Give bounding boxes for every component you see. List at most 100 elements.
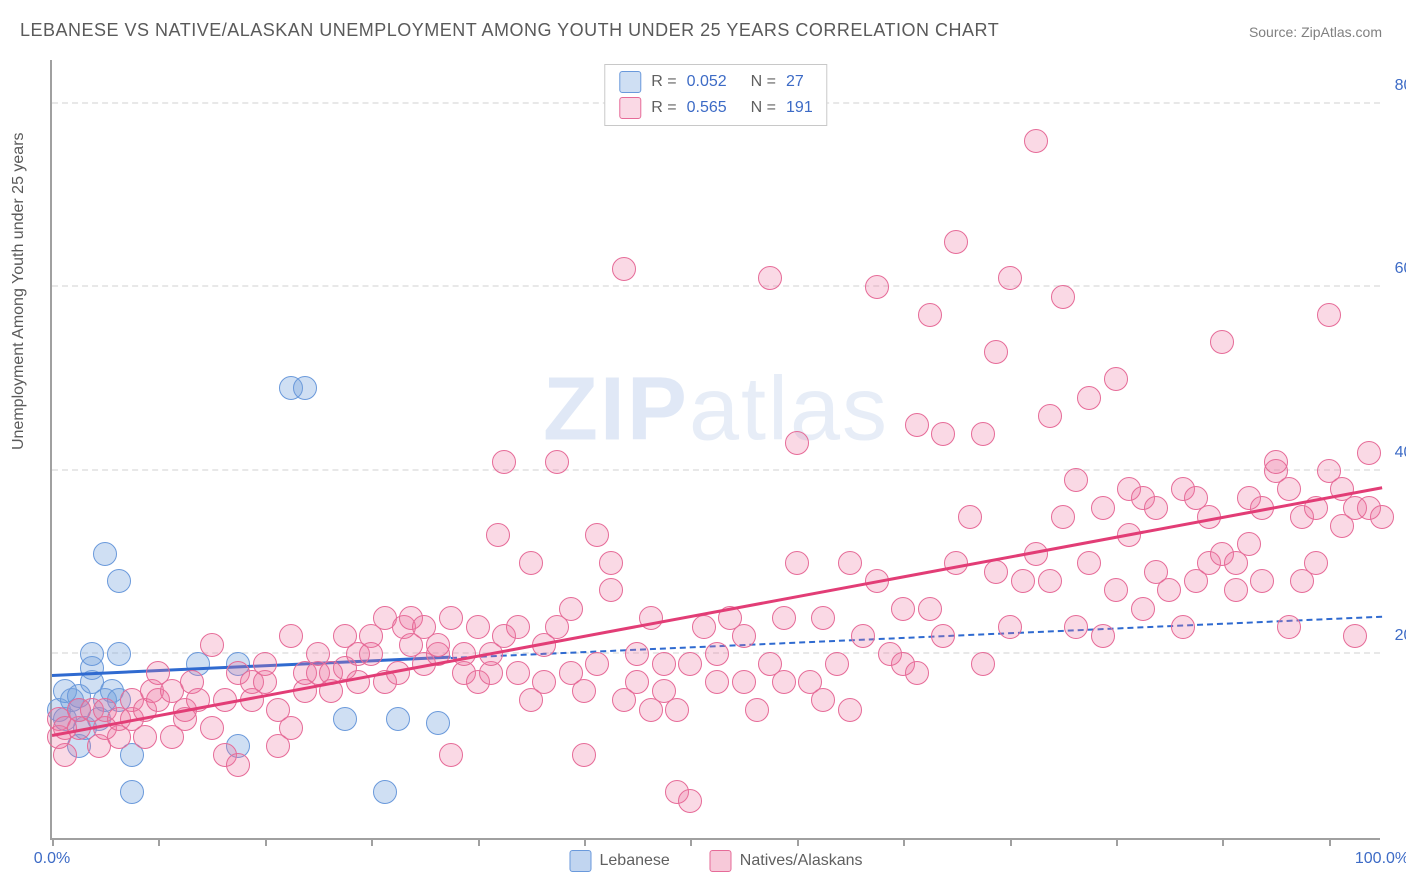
data-point [426, 711, 450, 735]
x-tick-label: 0.0% [34, 850, 70, 868]
r-label: R = [651, 99, 676, 117]
data-point [692, 615, 716, 639]
data-point [599, 551, 623, 575]
data-point [944, 230, 968, 254]
data-point [585, 523, 609, 547]
x-tick [797, 838, 799, 846]
data-point [678, 652, 702, 676]
data-point [1051, 285, 1075, 309]
chart-title: LEBANESE VS NATIVE/ALASKAN UNEMPLOYMENT … [20, 20, 999, 41]
data-point [625, 642, 649, 666]
data-point [1250, 569, 1274, 593]
data-point [732, 624, 756, 648]
legend-label: Natives/Alaskans [740, 852, 863, 870]
data-point [1091, 624, 1115, 648]
data-point [53, 743, 77, 767]
data-point [838, 551, 862, 575]
n-label: N = [751, 73, 776, 91]
data-point [279, 716, 303, 740]
data-point [772, 606, 796, 630]
data-point [1237, 532, 1261, 556]
data-point [93, 542, 117, 566]
data-point [825, 652, 849, 676]
x-tick [478, 838, 480, 846]
data-point [851, 624, 875, 648]
source-label: Source: ZipAtlas.com [1249, 24, 1382, 40]
data-point [811, 606, 835, 630]
data-point [359, 642, 383, 666]
data-point [971, 422, 995, 446]
data-point [373, 780, 397, 804]
data-point [891, 597, 915, 621]
data-point [506, 615, 530, 639]
data-point [905, 413, 929, 437]
data-point [1157, 578, 1181, 602]
data-point [1077, 386, 1101, 410]
data-point [745, 698, 769, 722]
series-legend: Lebanese Natives/Alaskans [569, 850, 862, 872]
data-point [559, 597, 583, 621]
data-point [200, 716, 224, 740]
x-tick [371, 838, 373, 846]
x-tick [1010, 838, 1012, 846]
r-value: 0.565 [687, 99, 727, 117]
data-point [1264, 450, 1288, 474]
x-tick [265, 838, 267, 846]
gridline [52, 469, 1380, 471]
data-point [572, 743, 596, 767]
data-point [984, 340, 1008, 364]
data-point [998, 615, 1022, 639]
data-point [599, 578, 623, 602]
data-point [1357, 441, 1381, 465]
series-legend-item: Natives/Alaskans [710, 850, 863, 872]
data-point [625, 670, 649, 694]
n-value: 191 [786, 99, 813, 117]
watermark: ZIPatlas [543, 359, 889, 462]
x-tick [903, 838, 905, 846]
data-point [572, 679, 596, 703]
y-axis-label: Unemployment Among Youth under 25 years [10, 132, 28, 450]
data-point [1304, 551, 1328, 575]
data-point [1144, 496, 1168, 520]
data-point [1024, 129, 1048, 153]
y-tick-label: 60.0% [1395, 260, 1406, 278]
x-tick [584, 838, 586, 846]
data-point [253, 652, 277, 676]
legend-swatch [619, 97, 641, 119]
data-point [426, 633, 450, 657]
data-point [1317, 303, 1341, 327]
legend-swatch [619, 71, 641, 93]
data-point [772, 670, 796, 694]
data-point [1104, 578, 1128, 602]
data-point [492, 450, 516, 474]
data-point [279, 624, 303, 648]
stats-legend: R = 0.052N = 27R = 0.565N = 191 [604, 64, 827, 126]
data-point [705, 642, 729, 666]
data-point [293, 376, 317, 400]
data-point [998, 266, 1022, 290]
data-point [120, 780, 144, 804]
y-tick-label: 20.0% [1395, 627, 1406, 645]
series-legend-item: Lebanese [569, 850, 669, 872]
data-point [785, 431, 809, 455]
data-point [80, 642, 104, 666]
data-point [958, 505, 982, 529]
data-point [346, 670, 370, 694]
y-tick-label: 80.0% [1395, 77, 1406, 95]
data-point [439, 606, 463, 630]
data-point [107, 642, 131, 666]
data-point [1370, 505, 1394, 529]
data-point [1077, 551, 1101, 575]
gridline [52, 285, 1380, 287]
data-point [1064, 468, 1088, 492]
data-point [1038, 569, 1062, 593]
n-label: N = [751, 99, 776, 117]
y-tick-label: 40.0% [1395, 444, 1406, 462]
r-label: R = [651, 73, 676, 91]
data-point [226, 753, 250, 777]
stats-legend-row: R = 0.052N = 27 [619, 71, 812, 93]
x-tick [52, 838, 54, 846]
data-point [545, 450, 569, 474]
data-point [466, 615, 490, 639]
plot-area: ZIPatlas R = 0.052N = 27R = 0.565N = 191… [50, 60, 1380, 840]
